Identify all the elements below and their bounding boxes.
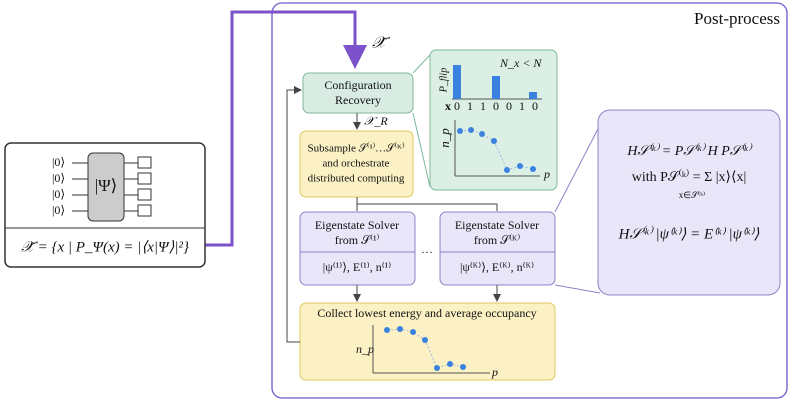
inset-box xyxy=(429,49,558,191)
meters xyxy=(137,156,152,217)
recovered-label: 𝒳_R xyxy=(364,114,388,128)
node-label: Collect lowest energy and average occupa… xyxy=(317,306,536,320)
qubit-input: |0⟩ xyxy=(52,203,65,217)
qubit-input: |0⟩ xyxy=(52,155,65,169)
bit: 0 xyxy=(506,99,512,113)
flip-bars xyxy=(453,65,537,99)
bit: 1 xyxy=(467,99,473,113)
axis-label: P_flip xyxy=(438,68,449,93)
node-label: Eigenstate Solver xyxy=(315,218,399,232)
solver-output: |ψ⁽¹⁾⟩, E⁽¹⁾, n⁽¹⁾ xyxy=(323,260,391,274)
ellipsis: … xyxy=(421,242,433,256)
callout xyxy=(554,284,601,294)
callout xyxy=(412,54,431,74)
node-label: from 𝒮⁽¹⁾ xyxy=(335,233,380,247)
axis-label: n_p xyxy=(356,342,374,356)
axis-label: n_p xyxy=(437,128,452,148)
node-label: and orchestrate xyxy=(323,158,390,170)
post-process-frame xyxy=(271,2,788,399)
sample-flow xyxy=(205,10,367,247)
title: Post-process xyxy=(694,9,780,28)
bit: 0 xyxy=(532,99,538,113)
equation-box xyxy=(597,109,781,296)
occupancy-points xyxy=(384,326,466,371)
config-recovery-box xyxy=(302,72,414,114)
state-label: |Ψ⟩ xyxy=(95,176,118,195)
bit: 0 xyxy=(493,99,499,113)
node-label: Recovery xyxy=(335,93,381,107)
bit: 0 xyxy=(454,99,460,113)
node-label: distributed computing xyxy=(308,173,405,185)
node-label: Configuration xyxy=(324,78,391,92)
node-label: Eigenstate Solver xyxy=(455,218,539,232)
state-gate xyxy=(87,152,125,222)
equation: H𝒮⁽ᵏ⁾ = P𝒮⁽ᵏ⁾ H P𝒮⁽ᵏ⁾ xyxy=(626,142,752,159)
qubit-input: |0⟩ xyxy=(52,171,65,185)
axis-label: p xyxy=(491,365,498,379)
bit: 1 xyxy=(519,99,525,113)
sample-formula: 𝒳̃ = {x | P_Ψ(x) = |⟨x|Ψ⟩|²} xyxy=(21,239,189,255)
feedback-arrow xyxy=(286,86,302,343)
equation: with P𝒮⁽ᵏ⁾ = Σ |x⟩⟨x| xyxy=(632,168,747,185)
axis-label: p xyxy=(543,167,550,181)
node-label: from 𝒮⁽ᴷ⁾ xyxy=(474,233,521,247)
equation: H𝒮⁽ᵏ⁾ |ψ⁽ᵏ⁾⟩ = E⁽ᵏ⁾ |ψ⁽ᵏ⁾⟩ xyxy=(618,224,760,242)
condition: N_x < N xyxy=(499,56,542,70)
x-row-label: x xyxy=(445,99,451,113)
occupancy-points xyxy=(457,127,536,173)
qubit-input: |0⟩ xyxy=(52,187,65,201)
solver-output: |ψ⁽ᴷ⁾⟩, E⁽ᴷ⁾, n⁽ᴷ⁾ xyxy=(460,260,534,274)
bit: 1 xyxy=(480,99,486,113)
node-label: Subsample 𝒮⁽¹⁾…𝒮⁽ᴷ⁾ xyxy=(308,141,405,155)
sample-set-label: 𝒳̃ xyxy=(372,35,391,52)
split-arrows xyxy=(356,197,498,211)
equation-subscript: x∈𝒮⁽ᵏ⁾ xyxy=(679,190,706,200)
callout xyxy=(554,124,601,213)
callout xyxy=(412,112,431,188)
